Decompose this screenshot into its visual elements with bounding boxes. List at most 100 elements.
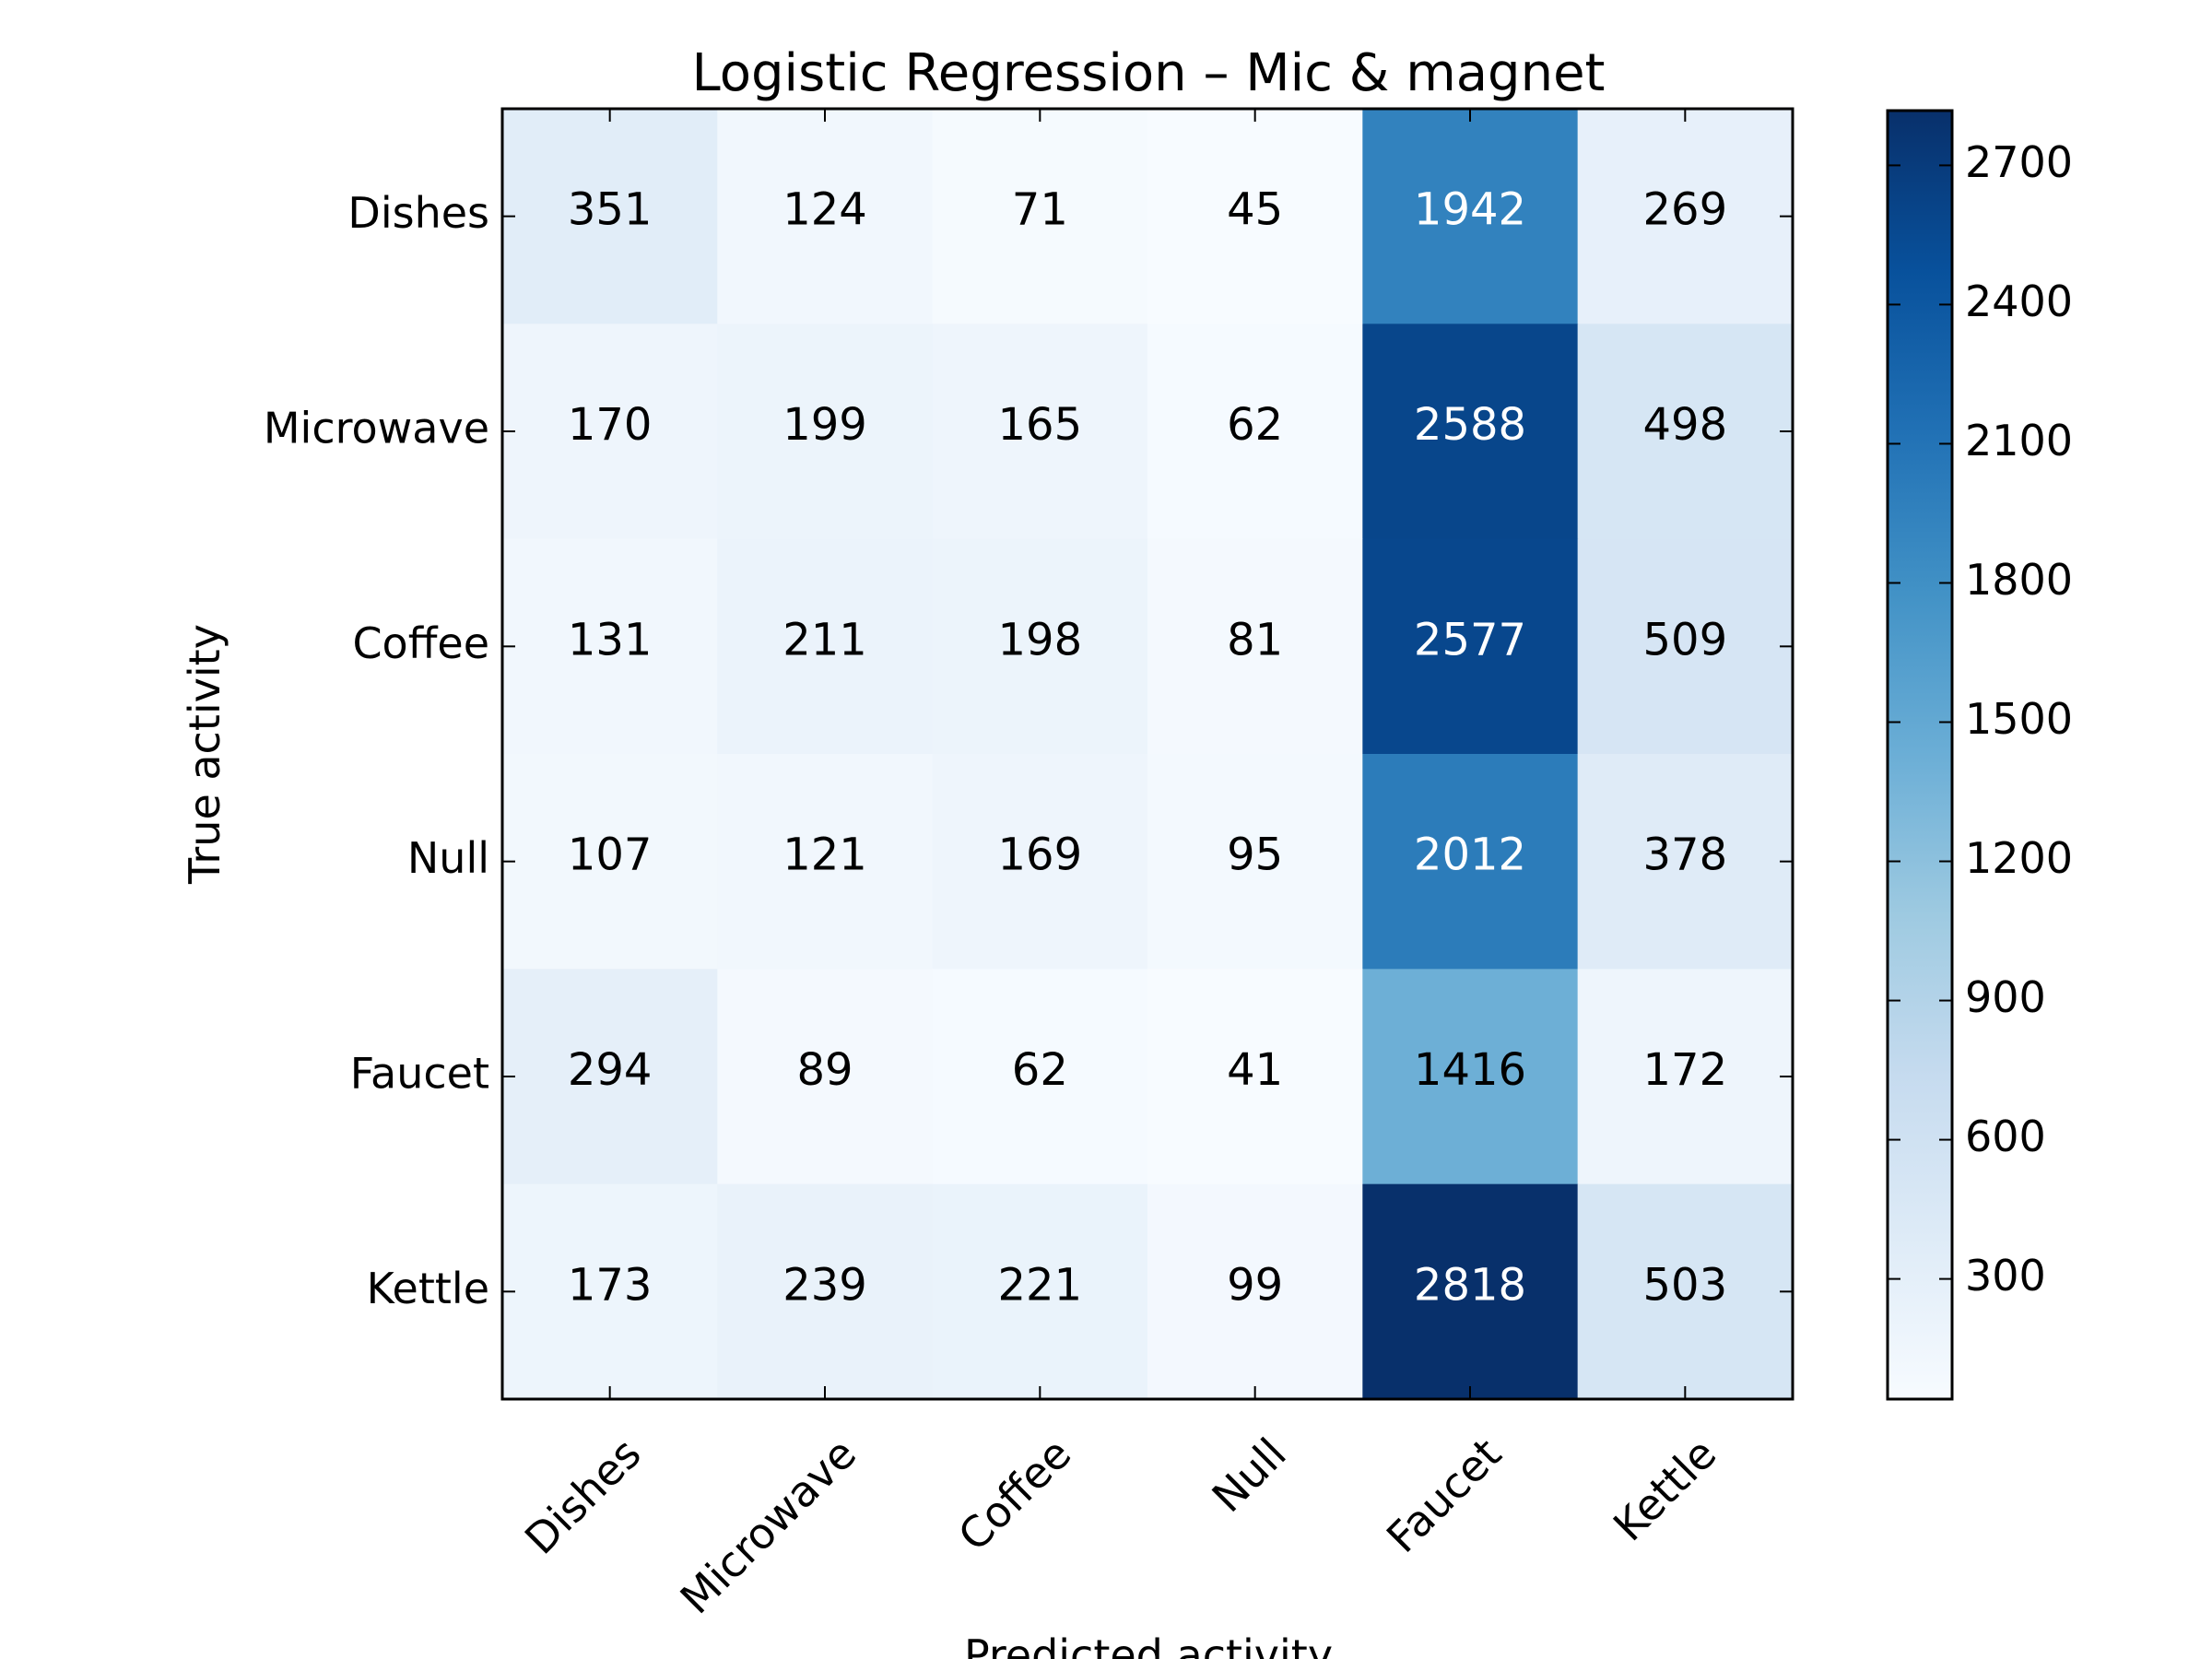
heatmap-cell (1577, 324, 1794, 540)
y-tick-label: Dishes (347, 188, 489, 238)
cell-value-label: 62 (1227, 399, 1283, 451)
colorbar-tick-label: 900 (1965, 972, 2046, 1022)
cell-value-label: 503 (1643, 1259, 1728, 1311)
colorbar (1886, 109, 1954, 1401)
cell-value-label: 378 (1643, 830, 1728, 881)
colorbar-tick-label: 1200 (1965, 833, 2073, 883)
x-tick-label: Coffee (948, 1429, 1080, 1560)
heatmap-cell (1577, 538, 1794, 755)
heatmap-cell (502, 538, 718, 755)
heatmap-cell (1147, 538, 1363, 755)
heatmap-cell (717, 324, 934, 540)
heatmap-cells (502, 109, 1794, 1400)
heatmap-cell (1362, 969, 1579, 1185)
cell-value-label: 172 (1643, 1044, 1728, 1096)
y-tick-label: Faucet (350, 1049, 489, 1099)
colorbar-tick-label: 2700 (1965, 137, 2073, 187)
cell-value-label: 498 (1643, 399, 1728, 451)
heatmap-cell (717, 754, 934, 970)
heatmap-cell (717, 969, 934, 1185)
heatmap-cell (1147, 1183, 1363, 1400)
y-tick-label: Kettle (367, 1264, 489, 1313)
cell-value-label: 81 (1227, 614, 1283, 665)
colorbar-tick-label: 600 (1965, 1112, 2046, 1161)
cell-value-label: 89 (796, 1044, 853, 1096)
y-axis-label: True activity (180, 624, 229, 885)
cell-value-label: 107 (568, 830, 653, 881)
heatmap-cell (717, 538, 934, 755)
cell-value-label: 199 (782, 399, 867, 451)
heatmap-cell (717, 109, 934, 324)
colorbar-tick-label: 1800 (1965, 555, 2073, 605)
heatmap-cell (1362, 538, 1579, 755)
colorbar-ticks: 300 600 900 1200 1500 1800 2100 2400 2700 (1888, 137, 2073, 1300)
cell-value-label: 45 (1227, 184, 1283, 236)
cell-value-label: 211 (782, 614, 867, 665)
cell-value-label: 198 (998, 614, 1083, 665)
y-tick-label: Coffee (352, 618, 489, 668)
heatmap-cell (932, 969, 1148, 1185)
colorbar-tick-label: 300 (1965, 1251, 2046, 1300)
cell-value-label: 2577 (1414, 614, 1526, 665)
heatmap-cell (932, 109, 1148, 324)
heatmap-cell (1362, 754, 1579, 970)
heatmap-cell (932, 1183, 1148, 1400)
chart-title: Logistic Regression – Mic & magnet (691, 43, 1605, 103)
plot-frame (500, 107, 1794, 1401)
x-tick-label: Faucet (1377, 1429, 1511, 1562)
heatmap-cell (932, 538, 1148, 755)
cell-value-label: 95 (1227, 830, 1283, 881)
cell-value-label: 99 (1227, 1259, 1283, 1311)
y-axis-ticks: Dishes Microwave Coffee Null Faucet Kettle (264, 188, 1793, 1313)
x-tick-label: Kettle (1604, 1429, 1725, 1550)
heatmap-cell (1577, 109, 1794, 324)
heatmap-cell (1577, 969, 1794, 1185)
cell-value-label: 170 (568, 399, 653, 451)
heatmap-cell (1147, 109, 1363, 324)
heatmap-cell (1577, 754, 1794, 970)
cell-value-label: 239 (782, 1259, 867, 1311)
cell-value-label: 1942 (1414, 184, 1526, 236)
x-tick-label: Microwave (671, 1429, 866, 1624)
colorbar-tick-label: 2100 (1965, 416, 2073, 465)
cell-value-label: 2818 (1414, 1259, 1526, 1311)
heatmap-cell (1577, 1183, 1794, 1400)
colorbar-tick-label: 1500 (1965, 694, 2073, 744)
cell-value-label: 2012 (1414, 830, 1526, 881)
heatmap-cell (502, 1183, 718, 1400)
cell-value-label: 121 (782, 830, 867, 881)
heatmap-cell (1147, 969, 1363, 1185)
cell-value-label: 169 (998, 830, 1083, 881)
cell-value-label: 269 (1643, 184, 1728, 236)
cell-value-label: 221 (998, 1259, 1083, 1311)
heatmap-cell (502, 109, 718, 324)
heatmap-cell (932, 324, 1148, 540)
x-tick-label: Null (1203, 1429, 1296, 1522)
cell-value-label: 131 (568, 614, 653, 665)
x-axis-label: Predicted activity (964, 1630, 1333, 1659)
cell-value-label: 71 (1012, 184, 1068, 236)
heatmap-cell (717, 1183, 934, 1400)
heatmap-cell (502, 754, 718, 970)
heatmap-cell (1362, 1183, 1579, 1400)
colorbar-tick-label: 2400 (1965, 276, 2073, 326)
cell-value-label: 351 (568, 184, 653, 236)
cell-value-label: 1416 (1414, 1044, 1526, 1096)
cell-value-label: 62 (1012, 1044, 1068, 1096)
heatmap-cell-labels: 351 124 71 45 1942 269 170 199 165 62 2588 498 131 21… (568, 184, 1727, 1312)
cell-value-label: 2588 (1414, 399, 1526, 451)
cell-value-label: 124 (782, 184, 867, 236)
heatmap-cell (932, 754, 1148, 970)
heatmap-cell (1362, 324, 1579, 540)
heatmap-cell (1147, 324, 1363, 540)
y-tick-label: Null (407, 833, 489, 883)
cell-value-label: 509 (1643, 614, 1728, 665)
cell-value-label: 41 (1227, 1044, 1283, 1096)
x-tick-label: Dishes (515, 1429, 651, 1564)
heatmap-cell (502, 969, 718, 1185)
cell-value-label: 294 (568, 1044, 653, 1096)
heatmap-cell (1362, 109, 1579, 324)
cell-value-label: 165 (998, 399, 1083, 451)
heatmap-cell (1147, 754, 1363, 970)
